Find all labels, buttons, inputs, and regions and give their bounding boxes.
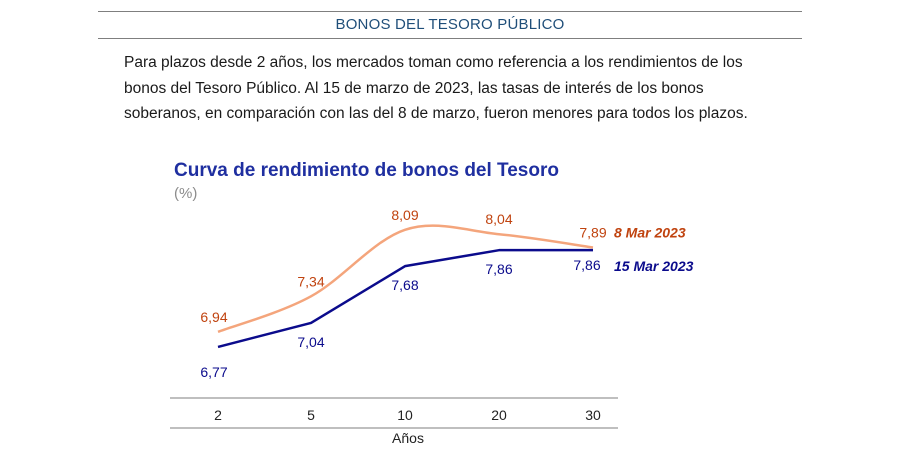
- x-tick-label: 10: [397, 407, 413, 423]
- legend-8-mar-2023: 8 Mar 2023: [614, 225, 686, 241]
- x-tick-label: 2: [214, 407, 222, 423]
- x-axis-title: Años: [392, 430, 424, 446]
- data-label-15-mar-2023: 7,04: [297, 334, 324, 350]
- series-line-8-mar-2023: [217, 224, 594, 333]
- section-title: BONOS DEL TESORO PÚBLICO: [335, 16, 565, 33]
- data-label-8-mar-2023: 6,94: [200, 309, 227, 325]
- data-label-8-mar-2023: 8,04: [485, 211, 512, 227]
- legend-15-mar-2023: 15 Mar 2023: [614, 258, 694, 274]
- x-tick-label: 30: [585, 407, 601, 423]
- chart-unit: (%): [174, 185, 198, 202]
- data-label-8-mar-2023: 7,89: [579, 225, 606, 241]
- chart-title: Curva de rendimiento de bonos del Tesoro: [174, 160, 559, 181]
- data-label-8-mar-2023: 7,34: [297, 273, 324, 289]
- data-label-15-mar-2023: 7,68: [391, 277, 418, 293]
- series-line-15-mar-2023: [217, 248, 593, 349]
- intro-paragraph: Para plazos desde 2 años, los mercados t…: [124, 54, 748, 122]
- data-label-15-mar-2023: 7,86: [573, 257, 600, 273]
- data-label-8-mar-2023: 8,09: [391, 207, 418, 223]
- x-tick-label: 20: [491, 407, 507, 423]
- x-tick-label: 5: [307, 407, 315, 423]
- data-label-15-mar-2023: 6,77: [200, 364, 227, 380]
- section-header: BONOS DEL TESORO PÚBLICO: [98, 11, 802, 39]
- data-label-15-mar-2023: 7,86: [485, 261, 512, 277]
